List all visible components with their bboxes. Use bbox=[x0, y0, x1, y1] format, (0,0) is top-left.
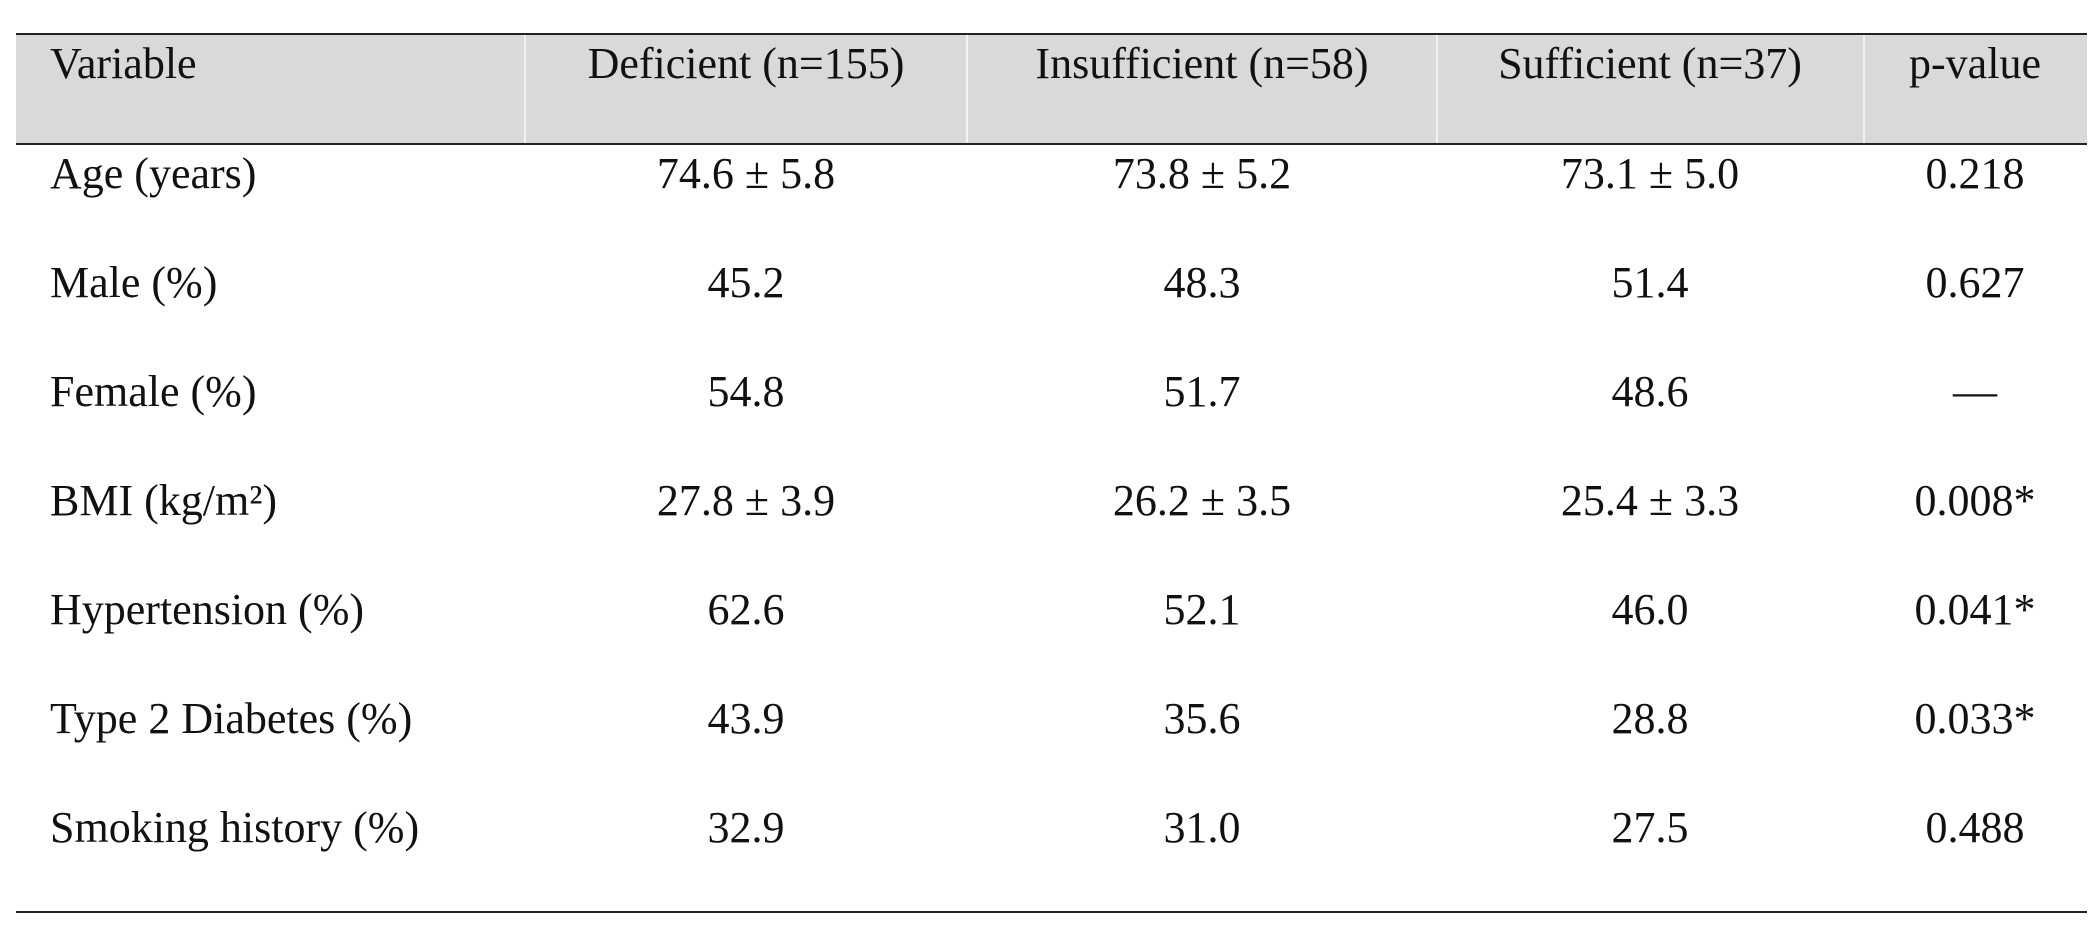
cell: 46.0 bbox=[1612, 585, 1689, 634]
cell: 45.2 bbox=[708, 258, 785, 307]
cell: 0.627 bbox=[1926, 258, 2025, 307]
row-label: BMI (kg/m²) bbox=[50, 476, 277, 525]
cell: 43.9 bbox=[708, 694, 785, 743]
cell: 31.0 bbox=[1164, 803, 1241, 852]
cell: 0.033* bbox=[1915, 694, 2036, 743]
cell: 62.6 bbox=[708, 585, 785, 634]
header-cell: Variable bbox=[50, 39, 197, 88]
cell: 51.7 bbox=[1164, 367, 1241, 416]
header-cell: Sufficient (n=37) bbox=[1498, 39, 1802, 88]
cell: 54.8 bbox=[708, 367, 785, 416]
cell: 26.2 ± 3.5 bbox=[1113, 476, 1291, 525]
row-label: Female (%) bbox=[50, 367, 256, 416]
row-label: Type 2 Diabetes (%) bbox=[50, 694, 412, 743]
header-background bbox=[16, 34, 2087, 144]
cell: 28.8 bbox=[1612, 694, 1689, 743]
cell: 27.8 ± 3.9 bbox=[657, 476, 835, 525]
cell: 32.9 bbox=[708, 803, 785, 852]
cell: 73.8 ± 5.2 bbox=[1113, 149, 1291, 198]
cell: 48.6 bbox=[1612, 367, 1689, 416]
cell: 48.3 bbox=[1164, 258, 1241, 307]
header-separators bbox=[524, 34, 1865, 144]
header-cell: Insufficient (n=58) bbox=[1035, 39, 1368, 88]
cell: 74.6 ± 5.8 bbox=[657, 149, 835, 198]
cell: 0.488 bbox=[1926, 803, 2025, 852]
row-label: Age (years) bbox=[50, 149, 256, 198]
cell: — bbox=[1952, 367, 1998, 416]
cell: 51.4 bbox=[1612, 258, 1689, 307]
cell: 0.041* bbox=[1915, 585, 2036, 634]
header-cell: Deficient (n=155) bbox=[588, 39, 905, 88]
cell: 52.1 bbox=[1164, 585, 1241, 634]
cell: 35.6 bbox=[1164, 694, 1241, 743]
cell: 0.008* bbox=[1915, 476, 2036, 525]
cell: 27.5 bbox=[1612, 803, 1689, 852]
cell: 25.4 ± 3.3 bbox=[1561, 476, 1739, 525]
row-label: Male (%) bbox=[50, 258, 217, 307]
header-cell: p-value bbox=[1909, 39, 2041, 88]
cell: 73.1 ± 5.0 bbox=[1561, 149, 1739, 198]
row-label: Smoking history (%) bbox=[50, 803, 419, 852]
row-label: Hypertension (%) bbox=[50, 585, 364, 634]
cell: 0.218 bbox=[1926, 149, 2025, 198]
